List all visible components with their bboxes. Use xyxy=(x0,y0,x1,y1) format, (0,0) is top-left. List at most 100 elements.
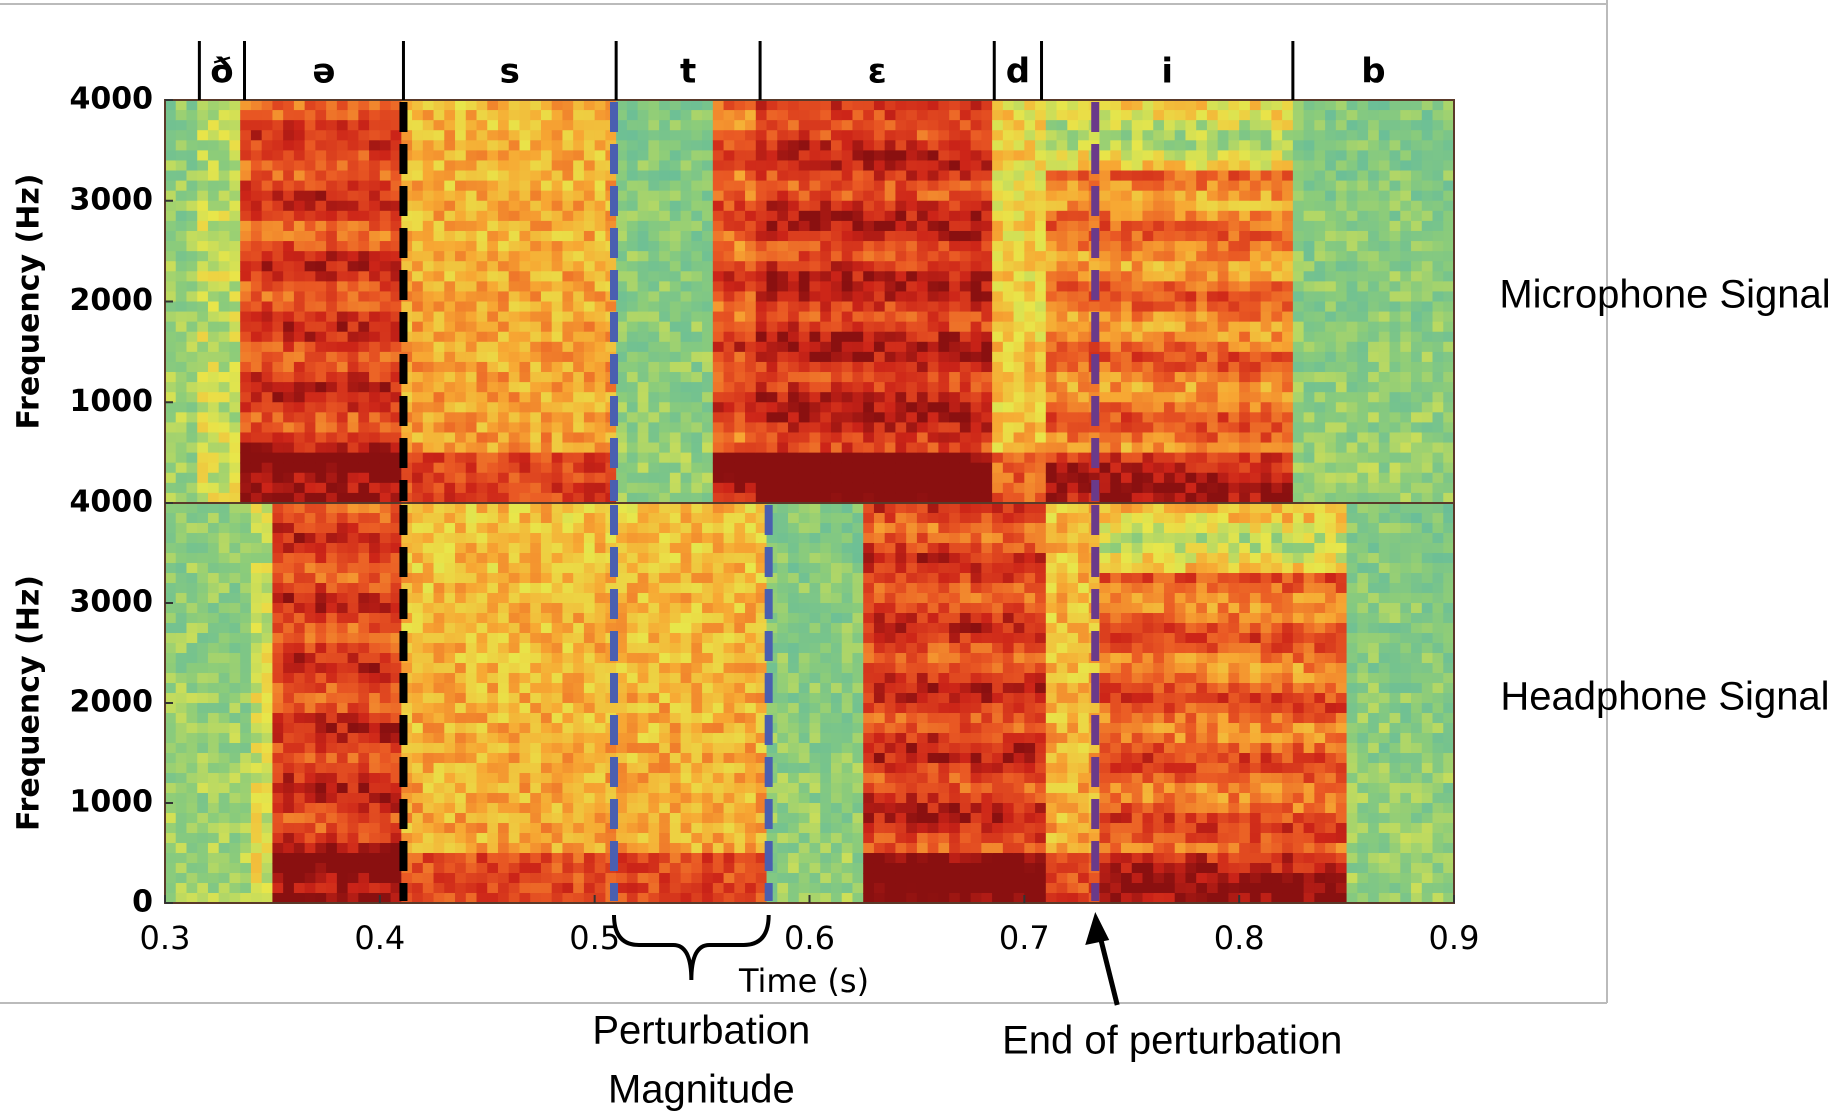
spectrogram-cell xyxy=(820,412,831,423)
spectrogram-cell xyxy=(820,160,831,171)
spectrogram-cell xyxy=(1218,211,1229,222)
spectrogram-cell xyxy=(1207,171,1218,182)
spectrogram-cell xyxy=(852,281,863,292)
spectrogram-cell xyxy=(734,473,745,484)
spectrogram-cell xyxy=(584,342,595,353)
spectrogram-cell xyxy=(562,402,573,413)
spectrogram-cell xyxy=(358,281,369,292)
spectrogram-cell xyxy=(820,453,831,464)
spectrogram-cell xyxy=(1003,432,1014,443)
spectrogram-cell xyxy=(745,110,756,121)
spectrogram-cell xyxy=(713,443,724,454)
spectrogram-cell xyxy=(434,150,445,161)
spectrogram-cell xyxy=(455,463,466,474)
spectrogram-cell xyxy=(1250,291,1261,302)
spectrogram-cell xyxy=(1196,453,1207,464)
spectrogram-cell xyxy=(197,853,208,864)
spectrogram-cell xyxy=(895,150,906,161)
spectrogram-cell xyxy=(1250,140,1261,151)
spectrogram-cell xyxy=(638,211,649,222)
spectrogram-cell xyxy=(1153,181,1164,192)
spectrogram-cell xyxy=(1357,402,1368,413)
spectrogram-cell xyxy=(176,473,187,484)
spectrogram-cell xyxy=(1003,312,1014,323)
spectrogram-cell xyxy=(1164,332,1175,343)
spectrogram-cell xyxy=(208,130,219,141)
spectrogram-cell xyxy=(1250,130,1261,141)
spectrogram-cell xyxy=(1293,160,1304,171)
spectrogram-cell xyxy=(1368,422,1379,433)
spectrogram-cell xyxy=(176,120,187,131)
spectrogram-cell xyxy=(208,181,219,192)
spectrogram-cell xyxy=(455,160,466,171)
spectrogram-cell xyxy=(1142,140,1153,151)
spectrogram-cell xyxy=(165,171,176,182)
spectrogram-cell xyxy=(1261,432,1272,443)
spectrogram-cell xyxy=(1261,231,1272,242)
spectrogram-cell xyxy=(992,171,1003,182)
spectrogram-cell xyxy=(1046,302,1057,313)
spectrogram-cell xyxy=(1207,201,1218,212)
spectrogram-cell xyxy=(1164,281,1175,292)
spectrogram-cell xyxy=(1347,352,1358,363)
spectrogram-cell xyxy=(648,402,659,413)
spectrogram-cell xyxy=(423,150,434,161)
spectrogram-cell xyxy=(530,140,541,151)
spectrogram-cell xyxy=(670,201,681,212)
spectrogram-cell xyxy=(1003,302,1014,313)
spectrogram-cell xyxy=(1368,281,1379,292)
spectrogram-cell xyxy=(412,271,423,282)
spectrogram-cell xyxy=(1175,382,1186,393)
spectrogram-cell xyxy=(326,402,337,413)
spectrogram-cell xyxy=(1433,110,1444,121)
spectrogram-cell xyxy=(874,221,885,232)
spectrogram-cell xyxy=(337,432,348,443)
spectrogram-cell xyxy=(1357,352,1368,363)
spectrogram-cell xyxy=(863,241,874,252)
spectrogram-cell xyxy=(1357,322,1368,333)
spectrogram-cell xyxy=(1100,221,1111,232)
spectrogram-cell xyxy=(627,171,638,182)
spectrogram-cell xyxy=(358,130,369,141)
spectrogram-cell xyxy=(906,211,917,222)
spectrogram-cell xyxy=(595,483,606,494)
spectrogram-cell xyxy=(1282,211,1293,222)
spectrogram-cell xyxy=(208,733,219,744)
spectrogram-cell xyxy=(1046,281,1057,292)
spectrogram-cell xyxy=(1100,110,1111,121)
spectrogram-cell xyxy=(1100,191,1111,202)
spectrogram-cell xyxy=(874,140,885,151)
spectrogram-cell xyxy=(1132,100,1143,111)
spectrogram-cell xyxy=(1347,140,1358,151)
spectrogram-cell xyxy=(638,342,649,353)
spectrogram-cell xyxy=(562,281,573,292)
spectrogram-cell xyxy=(1325,422,1336,433)
spectrogram-cell xyxy=(1142,261,1153,272)
spectrogram-cell xyxy=(788,302,799,313)
spectrogram-cell xyxy=(820,352,831,363)
spectrogram-cell xyxy=(659,160,670,171)
spectrogram-cell xyxy=(240,120,251,131)
spectrogram-cell xyxy=(283,402,294,413)
spectrogram-cell xyxy=(1067,100,1078,111)
spectrogram-cell xyxy=(444,211,455,222)
spectrogram-cell xyxy=(1003,422,1014,433)
spectrogram-cell xyxy=(186,503,197,514)
spectrogram-cell xyxy=(541,443,552,454)
spectrogram-cell xyxy=(949,181,960,192)
spectrogram-cell xyxy=(659,352,670,363)
spectrogram-cell xyxy=(455,392,466,403)
spectrogram-cell xyxy=(229,291,240,302)
spectrogram-cell xyxy=(423,422,434,433)
spectrogram-cell xyxy=(895,392,906,403)
spectrogram-cell xyxy=(1078,362,1089,373)
spectrogram-cell xyxy=(1357,221,1368,232)
spectrogram-cell xyxy=(1228,473,1239,484)
spectrogram-cell xyxy=(1347,241,1358,252)
spectrogram-cell xyxy=(1164,322,1175,333)
spectrogram-cell xyxy=(530,261,541,272)
spectrogram-cell xyxy=(745,342,756,353)
spectrogram-cell xyxy=(262,443,273,454)
spectrogram-cell xyxy=(810,221,821,232)
spectrogram-cell xyxy=(938,412,949,423)
